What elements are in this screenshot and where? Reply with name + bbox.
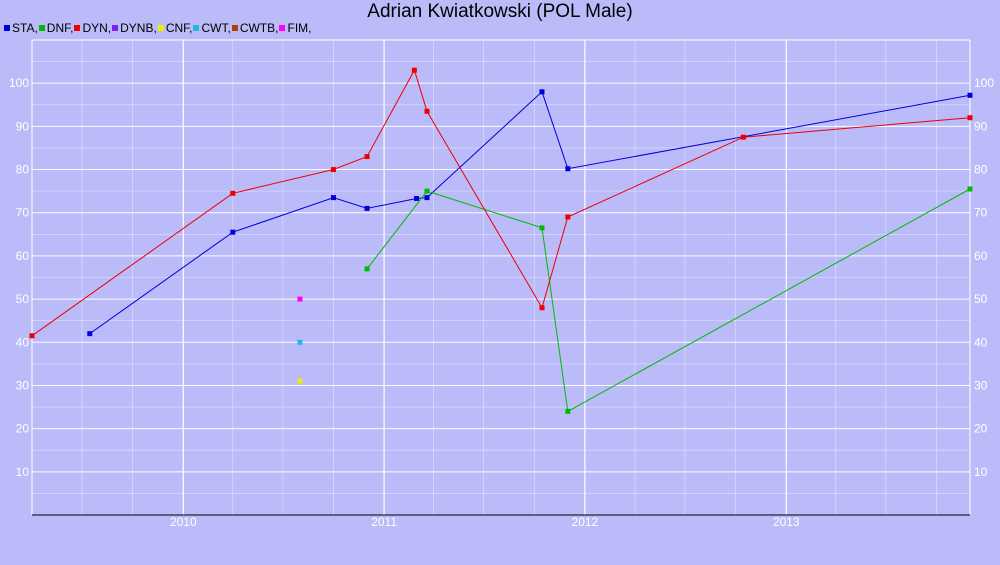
- legend-label: DNF,: [46, 21, 74, 35]
- data-point-dnf: [424, 188, 430, 194]
- y-tick-label-left: 80: [16, 163, 30, 177]
- data-point-dyn: [364, 154, 370, 160]
- legend-label: DYN,: [82, 21, 112, 35]
- data-point-dyn: [740, 134, 746, 140]
- legend-swatch: [279, 25, 286, 31]
- legend-item: FIM,: [279, 21, 311, 35]
- y-tick-label-left: 60: [16, 249, 30, 263]
- legend-item: CWT,: [193, 21, 231, 35]
- legend-item: DYNB,: [112, 21, 157, 35]
- data-point-fim: [297, 296, 303, 302]
- legend-label: FIM,: [287, 21, 312, 35]
- y-tick-label-right: 20: [974, 422, 988, 436]
- legend-swatch: [74, 25, 81, 31]
- series-line-dyn: [31, 68, 971, 337]
- x-tick-label: 2012: [572, 515, 599, 529]
- legend-label: CWT,: [201, 21, 231, 35]
- series-line-dnf: [366, 188, 971, 413]
- y-tick-label-left: 30: [16, 378, 30, 392]
- data-point-dyn: [967, 115, 973, 121]
- x-tick-label: 2011: [371, 515, 397, 529]
- legend-item: STA,: [4, 21, 38, 35]
- data-point-cnf: [297, 378, 303, 384]
- legend-swatch: [4, 25, 10, 31]
- y-tick-label-left: 10: [16, 465, 30, 479]
- data-point-sta: [87, 331, 93, 337]
- data-point-dnf: [565, 408, 571, 414]
- y-tick-label-right: 90: [974, 119, 988, 133]
- legend-item: CWTB,: [231, 21, 279, 35]
- legend-item: DNF,: [38, 21, 74, 35]
- legend: STA, DNF, DYN, DYNB, CNF, CWT, CWTB, FIM,: [4, 21, 312, 35]
- y-tick-label-right: 40: [974, 335, 988, 349]
- data-point-dyn: [29, 333, 35, 339]
- data-point-dnf: [364, 266, 370, 272]
- data-point-dyn: [330, 167, 336, 173]
- data-point-dyn: [424, 108, 430, 114]
- data-point-sta: [414, 195, 420, 201]
- legend-item: CNF,: [157, 21, 193, 35]
- y-tick-label-right: 10: [974, 465, 988, 479]
- legend-swatch: [38, 25, 45, 31]
- data-point-sta: [330, 195, 336, 201]
- legend-swatch: [112, 25, 119, 31]
- data-point-dnf: [539, 225, 545, 231]
- y-tick-label-left: 20: [16, 422, 30, 436]
- data-point-sta: [230, 229, 236, 235]
- data-point-dyn: [411, 67, 417, 73]
- legend-swatch: [231, 25, 238, 31]
- y-tick-label-right: 80: [974, 163, 988, 177]
- x-tick-label: 2010: [170, 515, 197, 529]
- legend-label: CNF,: [165, 21, 193, 35]
- y-tick-label-left: 100: [9, 76, 29, 90]
- legend-label: DYNB,: [120, 21, 157, 35]
- y-tick-label-right: 50: [974, 292, 988, 306]
- data-point-dyn: [565, 214, 571, 220]
- y-tick-label-left: 70: [16, 206, 30, 220]
- y-tick-label-right: 100: [974, 76, 994, 90]
- data-point-dyn: [230, 190, 236, 196]
- legend-item: DYN,: [74, 21, 111, 35]
- legend-label: STA,: [12, 21, 38, 35]
- legend-swatch: [157, 25, 164, 31]
- x-tick-label: 2013: [773, 515, 800, 529]
- data-point-dnf: [967, 186, 973, 192]
- y-tick-label-right: 70: [974, 206, 988, 220]
- data-point-sta: [364, 205, 370, 211]
- legend-label: CWTB,: [239, 21, 279, 35]
- data-point-sta: [424, 195, 430, 201]
- y-tick-label-right: 60: [974, 249, 988, 263]
- data-point-cwt: [297, 339, 303, 345]
- data-point-dyn: [539, 305, 545, 311]
- y-tick-label-right: 30: [974, 378, 988, 392]
- y-tick-label-left: 90: [16, 119, 30, 133]
- y-tick-label-left: 50: [16, 292, 30, 306]
- data-point-sta: [967, 92, 973, 98]
- y-tick-label-left: 40: [16, 335, 30, 349]
- chart-title: Adrian Kwiatkowski (POL Male): [367, 1, 633, 22]
- data-point-sta: [565, 166, 571, 172]
- legend-swatch: [193, 25, 200, 31]
- data-point-sta: [539, 89, 545, 95]
